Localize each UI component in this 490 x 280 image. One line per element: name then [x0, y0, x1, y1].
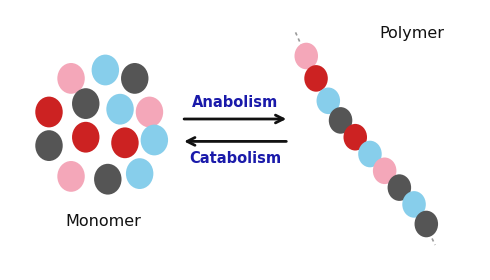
Ellipse shape — [358, 141, 382, 167]
Ellipse shape — [72, 122, 99, 153]
Ellipse shape — [94, 164, 122, 195]
Ellipse shape — [35, 130, 63, 161]
Text: Anabolism: Anabolism — [192, 95, 278, 110]
Ellipse shape — [111, 127, 139, 158]
Ellipse shape — [388, 174, 411, 201]
Ellipse shape — [106, 94, 134, 125]
Text: Catabolism: Catabolism — [189, 151, 281, 166]
Ellipse shape — [57, 63, 85, 94]
Ellipse shape — [304, 65, 328, 92]
Ellipse shape — [373, 157, 396, 184]
Ellipse shape — [294, 43, 318, 69]
Ellipse shape — [136, 97, 163, 127]
Ellipse shape — [317, 87, 340, 114]
Ellipse shape — [72, 88, 99, 119]
Ellipse shape — [121, 63, 148, 94]
Ellipse shape — [57, 161, 85, 192]
Ellipse shape — [141, 125, 168, 155]
Text: Polymer: Polymer — [379, 26, 444, 41]
Ellipse shape — [329, 107, 352, 134]
Text: Monomer: Monomer — [65, 214, 141, 229]
Ellipse shape — [343, 124, 367, 151]
Ellipse shape — [92, 55, 119, 85]
Ellipse shape — [415, 211, 438, 237]
Ellipse shape — [35, 97, 63, 127]
Ellipse shape — [402, 191, 426, 218]
Ellipse shape — [126, 158, 153, 189]
